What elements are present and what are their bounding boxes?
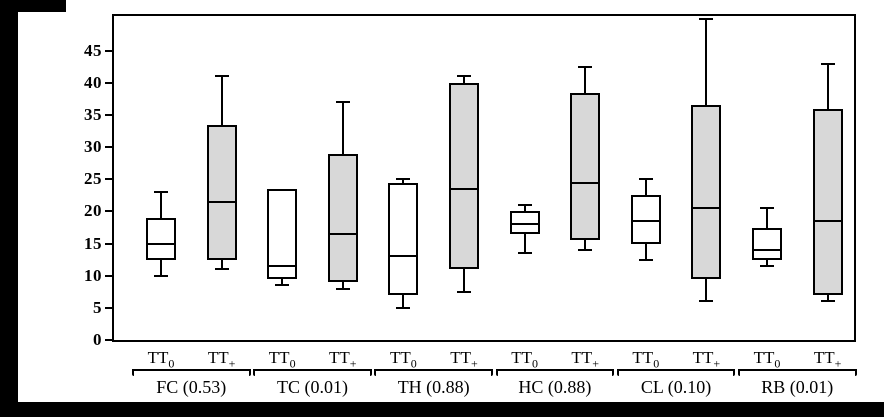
box-tt0-group3-median (389, 255, 418, 258)
group-label-3: TH (0.88) (397, 377, 470, 397)
box-tt0-group1-cap-bottom (154, 274, 168, 277)
box-tt0-group6-cap-bottom (760, 265, 774, 268)
condition-label-ttplus-group3: TT+ (450, 348, 478, 371)
box-tt0-group4-cap-bottom (517, 252, 532, 255)
box-tt0-group1 (146, 217, 176, 260)
condition-label-tt0-group1: TT0 (147, 348, 175, 371)
box-ttplus-group3-median (450, 187, 478, 190)
box-tt0-group2-median (268, 265, 297, 268)
y-tick-label-20: 20 (84, 201, 102, 221)
box-ttplus-group5-median (692, 207, 721, 210)
box-tt0-group6 (752, 227, 782, 260)
box-tt0-group4-cap-top (517, 204, 532, 206)
y-tick-mark-5 (105, 306, 112, 309)
box-tt0-group6-cap-top (760, 207, 774, 210)
condition-label-ttplus-group4: TT+ (571, 348, 599, 371)
group-brace-3 (374, 369, 493, 378)
box-tt0-group5-median (631, 220, 660, 223)
box-tt0-group4 (509, 211, 540, 234)
group-label-2: TC (0.01) (277, 377, 348, 397)
box-ttplus-group1-cap-bottom (214, 268, 229, 271)
top-left-black-border (0, 0, 66, 12)
condition-label-tt0-group6: TT0 (753, 348, 781, 371)
box-ttplus-group4-cap-bottom (578, 249, 593, 251)
y-tick-mark-40 (105, 81, 112, 84)
condition-label-tt0-group4: TT0 (511, 348, 538, 371)
box-tt0-group3-cap-bottom (396, 306, 411, 309)
box-tt0-group5-cap-bottom (638, 258, 653, 261)
y-tick-mark-25 (105, 178, 112, 181)
y-tick-mark-35 (105, 114, 112, 116)
y-tick-label-5: 5 (93, 297, 102, 317)
box-ttplus-group1-cap-top (214, 75, 229, 78)
group-brace-2 (253, 369, 372, 378)
box-ttplus-group6-median (813, 220, 842, 223)
box-tt0-group1-median (147, 242, 175, 245)
condition-label-ttplus-group5: TT+ (692, 348, 721, 371)
box-ttplus-group6-cap-top (820, 62, 835, 65)
condition-label-ttplus-group2: TT+ (329, 348, 357, 371)
y-tick-mark-10 (105, 274, 112, 277)
group-brace-1 (132, 369, 251, 378)
y-tick-mark-0 (105, 339, 112, 341)
box-ttplus-group5 (691, 105, 722, 279)
y-tick-label-45: 45 (84, 40, 102, 60)
y-tick-label-0: 0 (93, 330, 102, 349)
box-ttplus-group6-cap-bottom (820, 300, 835, 303)
box-ttplus-group6 (812, 108, 843, 295)
y-tick-label-40: 40 (84, 72, 102, 92)
bottom-black-border (0, 402, 884, 417)
box-ttplus-group4 (570, 92, 601, 241)
box-tt0-group3-cap-top (396, 178, 411, 181)
y-tick-label-10: 10 (84, 265, 102, 285)
condition-label-tt0-group2: TT0 (268, 348, 296, 371)
box-ttplus-group5-cap-top (699, 17, 714, 20)
box-ttplus-group1 (206, 124, 237, 260)
group-label-4: HC (0.88) (518, 377, 592, 397)
y-tick-mark-45 (105, 49, 112, 52)
box-ttplus-group2-cap-top (335, 101, 350, 104)
y-tick-mark-15 (105, 242, 112, 245)
left-black-border (0, 0, 18, 417)
condition-label-tt0-group5: TT0 (632, 348, 660, 371)
box-ttplus-group3-cap-bottom (457, 290, 471, 293)
box-tt0-group3 (388, 182, 419, 295)
box-ttplus-group4-median (571, 181, 600, 184)
box-tt0-group6-median (753, 249, 781, 251)
box-tt0-group2 (267, 188, 298, 279)
condition-label-ttplus-group1: TT+ (207, 348, 236, 371)
box-tt0-group5 (630, 195, 661, 244)
box-ttplus-group4-cap-top (578, 65, 593, 68)
group-label-6: RB (0.01) (761, 377, 834, 397)
group-label-5: CL (0.10) (640, 377, 712, 397)
box-ttplus-group5-cap-bottom (699, 300, 714, 303)
group-brace-5 (616, 369, 735, 378)
y-tick-label-15: 15 (84, 233, 102, 253)
y-tick-mark-30 (105, 146, 112, 149)
box-tt0-group4-median (510, 223, 539, 226)
group-label-1: FC (0.53) (156, 377, 227, 397)
box-ttplus-group1-median (207, 200, 236, 203)
plot-area (112, 14, 856, 342)
box-ttplus-group2-median (328, 232, 357, 235)
box-ttplus-group2 (327, 153, 358, 283)
group-brace-6 (738, 369, 857, 378)
y-tick-label-30: 30 (84, 137, 102, 157)
condition-label-tt0-group3: TT0 (390, 348, 417, 371)
box-tt0-group5-cap-top (638, 178, 653, 181)
box-ttplus-group3-cap-top (457, 75, 471, 78)
group-brace-4 (495, 369, 614, 378)
box-ttplus-group2-cap-bottom (335, 287, 350, 290)
box-ttplus-group3 (449, 82, 479, 270)
box-tt0-group2-cap-bottom (275, 284, 290, 287)
box-tt0-group1-cap-top (154, 191, 168, 194)
y-tick-label-35: 35 (84, 105, 102, 124)
y-tick-mark-20 (105, 210, 112, 213)
condition-label-ttplus-group6: TT+ (813, 348, 842, 371)
y-tick-label-25: 25 (84, 169, 102, 189)
